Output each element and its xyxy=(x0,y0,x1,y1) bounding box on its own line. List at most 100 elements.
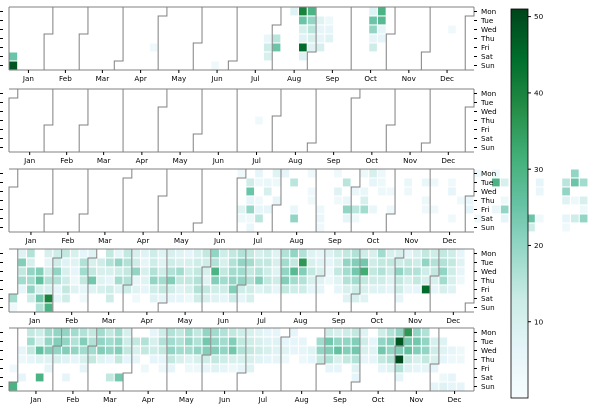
day-cell xyxy=(386,346,395,355)
day-cell xyxy=(386,364,395,373)
day-cell xyxy=(193,337,202,346)
day-cell xyxy=(307,355,316,364)
day-cell xyxy=(474,169,483,178)
day-cell xyxy=(141,249,149,258)
day-cell xyxy=(263,52,272,61)
month-label: Sep xyxy=(332,316,346,325)
month-boundary xyxy=(8,169,19,232)
day-cell xyxy=(562,223,570,232)
weekday-label: Sat xyxy=(481,373,493,382)
day-cell xyxy=(579,214,588,223)
day-cell xyxy=(97,276,105,285)
day-cell xyxy=(299,355,307,364)
day-cell xyxy=(290,205,298,214)
day-cell xyxy=(255,346,263,355)
day-cell xyxy=(404,258,412,267)
day-cell xyxy=(211,355,219,364)
day-cell xyxy=(141,337,149,346)
day-cell xyxy=(386,328,395,337)
day-cell xyxy=(79,267,88,276)
day-cell xyxy=(281,258,290,267)
day-cell xyxy=(342,294,351,303)
day-cell xyxy=(18,373,26,382)
day-cell xyxy=(535,187,544,196)
day-cell xyxy=(176,328,184,337)
colorbar-tick-label: 40 xyxy=(534,89,544,98)
day-cell xyxy=(386,258,395,267)
day-cell xyxy=(237,258,246,267)
day-cell xyxy=(492,205,500,214)
day-cell xyxy=(184,258,193,267)
month-label: Apr xyxy=(136,156,148,165)
day-cell xyxy=(202,249,211,258)
day-cell xyxy=(220,364,228,373)
day-cell xyxy=(413,346,421,355)
month-label: Mar xyxy=(102,316,116,325)
day-cell xyxy=(299,337,307,346)
day-cell xyxy=(360,285,369,294)
day-cell xyxy=(307,187,316,196)
day-cell xyxy=(377,346,386,355)
day-cell xyxy=(316,25,325,34)
day-cell xyxy=(421,355,430,364)
day-cell xyxy=(220,355,228,364)
day-cell xyxy=(439,337,448,346)
day-cell xyxy=(193,267,202,276)
month-label: Aug xyxy=(293,316,307,325)
day-cell xyxy=(351,214,360,223)
day-cell xyxy=(421,249,430,258)
month-boundary xyxy=(43,169,54,232)
month-boundary xyxy=(8,249,19,312)
day-cell xyxy=(35,303,44,312)
day-cell xyxy=(342,285,351,294)
day-cell xyxy=(421,258,430,267)
weekday-label: Sun xyxy=(481,143,495,152)
day-cell xyxy=(132,258,140,267)
day-cell xyxy=(9,52,18,61)
day-cell xyxy=(123,337,132,346)
day-cell xyxy=(263,355,272,364)
day-cell xyxy=(202,346,211,355)
day-cell xyxy=(395,373,404,382)
day-cell xyxy=(290,267,298,276)
day-cell xyxy=(439,276,448,285)
day-cell xyxy=(263,337,272,346)
day-cell xyxy=(167,355,176,364)
day-cell xyxy=(106,294,114,303)
day-cell xyxy=(88,258,97,267)
day-cell xyxy=(334,249,342,258)
day-cell xyxy=(334,196,342,205)
day-cell xyxy=(176,249,184,258)
day-cell xyxy=(228,285,237,294)
day-cell xyxy=(88,276,97,285)
day-cell xyxy=(325,346,334,355)
day-cell xyxy=(158,276,167,285)
day-cell xyxy=(114,346,123,355)
day-cell xyxy=(299,346,307,355)
calendar-panel: Jan Feb Mar Apr May Jun Jul Aug Sep Oct Nov DecMonT… xyxy=(0,6,497,83)
month-boundary xyxy=(385,89,396,152)
month-label: Oct xyxy=(366,156,379,165)
day-cell xyxy=(158,346,167,355)
day-cell xyxy=(316,43,325,52)
day-cell xyxy=(413,285,421,294)
day-cell xyxy=(202,364,211,373)
day-cell xyxy=(448,258,456,267)
day-cell xyxy=(62,285,70,294)
day-cell xyxy=(246,214,255,223)
day-cell xyxy=(53,267,62,276)
day-cell xyxy=(342,328,351,337)
day-cell xyxy=(211,294,219,303)
day-cell xyxy=(404,249,412,258)
day-cell xyxy=(500,205,509,214)
month-label: Jul xyxy=(251,156,261,165)
day-cell xyxy=(176,355,184,364)
day-cell xyxy=(386,276,395,285)
day-cell xyxy=(114,267,123,276)
month-label: Jan xyxy=(24,236,36,245)
month-label: Sep xyxy=(333,395,347,404)
day-cell xyxy=(79,276,88,285)
day-cell xyxy=(141,276,149,285)
month-boundary xyxy=(315,249,326,312)
weekday-label: Tue xyxy=(480,337,494,346)
